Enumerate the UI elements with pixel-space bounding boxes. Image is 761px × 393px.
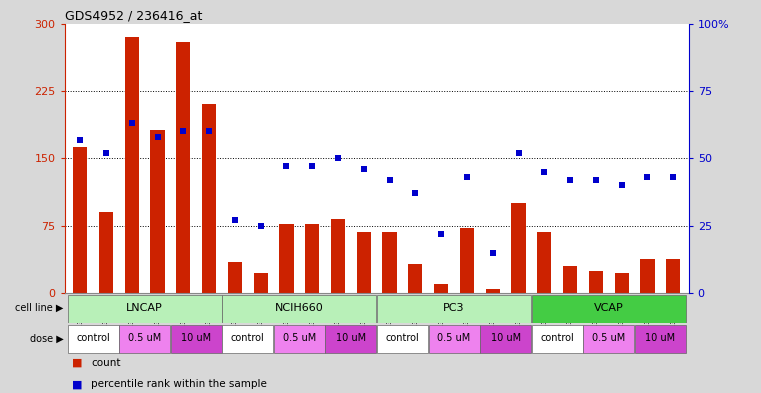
Text: 10 uM: 10 uM xyxy=(336,333,366,343)
Bar xyxy=(532,325,583,353)
Bar xyxy=(537,232,552,293)
Text: 0.5 uM: 0.5 uM xyxy=(128,333,161,343)
Bar xyxy=(615,274,629,293)
Text: cell line ▶: cell line ▶ xyxy=(15,303,63,313)
Text: VCAP: VCAP xyxy=(594,303,624,313)
Bar xyxy=(68,325,119,353)
Point xyxy=(358,166,370,172)
Bar xyxy=(434,284,448,293)
Bar xyxy=(279,224,294,293)
Text: control: control xyxy=(540,333,574,343)
Text: 0.5 uM: 0.5 uM xyxy=(438,333,470,343)
Point xyxy=(203,128,215,134)
Bar xyxy=(125,37,139,293)
Point xyxy=(74,136,86,143)
Bar xyxy=(326,325,377,353)
Bar xyxy=(583,325,635,353)
Bar xyxy=(480,325,531,353)
Bar xyxy=(460,228,474,293)
Text: count: count xyxy=(91,358,121,367)
Bar xyxy=(563,266,577,293)
Point xyxy=(564,177,576,183)
Text: PC3: PC3 xyxy=(444,303,465,313)
Point xyxy=(461,174,473,180)
Text: NCIH660: NCIH660 xyxy=(275,303,323,313)
Text: GDS4952 / 236416_at: GDS4952 / 236416_at xyxy=(65,9,202,22)
Text: ■: ■ xyxy=(72,358,83,367)
Text: control: control xyxy=(386,333,419,343)
Bar xyxy=(222,325,273,353)
Bar xyxy=(640,259,654,293)
Text: LNCAP: LNCAP xyxy=(126,303,163,313)
Bar xyxy=(666,259,680,293)
Point xyxy=(126,120,138,127)
Bar xyxy=(274,325,325,353)
Point xyxy=(280,163,292,170)
Point xyxy=(642,174,654,180)
Text: dose ▶: dose ▶ xyxy=(30,333,63,343)
Text: percentile rank within the sample: percentile rank within the sample xyxy=(91,379,267,389)
Bar xyxy=(409,264,422,293)
Text: 10 uM: 10 uM xyxy=(491,333,521,343)
Bar xyxy=(177,42,190,293)
Bar xyxy=(377,295,531,323)
Point xyxy=(229,217,241,224)
Bar xyxy=(331,219,345,293)
Bar xyxy=(228,262,242,293)
Point xyxy=(486,250,498,256)
Text: control: control xyxy=(231,333,265,343)
Bar xyxy=(202,105,216,293)
Bar xyxy=(377,325,428,353)
Bar xyxy=(428,325,479,353)
Point xyxy=(616,182,628,189)
Point xyxy=(538,169,550,175)
Point xyxy=(306,163,318,170)
Bar xyxy=(635,325,686,353)
Text: 0.5 uM: 0.5 uM xyxy=(283,333,316,343)
Text: 0.5 uM: 0.5 uM xyxy=(592,333,626,343)
Bar xyxy=(532,295,686,323)
Point xyxy=(177,128,189,134)
Bar xyxy=(511,203,526,293)
Bar xyxy=(222,295,377,323)
Point xyxy=(151,134,164,140)
Point xyxy=(332,155,344,162)
Point xyxy=(100,150,112,156)
Text: control: control xyxy=(76,333,110,343)
Point xyxy=(255,222,267,229)
Bar xyxy=(68,295,221,323)
Bar xyxy=(119,325,170,353)
Point xyxy=(435,231,447,237)
Bar xyxy=(73,147,88,293)
Bar xyxy=(99,212,113,293)
Bar xyxy=(383,232,396,293)
Point xyxy=(512,150,524,156)
Text: 10 uM: 10 uM xyxy=(181,333,212,343)
Point xyxy=(667,174,680,180)
Text: ■: ■ xyxy=(72,379,83,389)
Bar xyxy=(589,271,603,293)
Bar xyxy=(170,325,221,353)
Bar xyxy=(151,130,164,293)
Point xyxy=(384,177,396,183)
Bar xyxy=(486,289,500,293)
Point xyxy=(409,190,422,196)
Bar xyxy=(253,274,268,293)
Point xyxy=(590,177,602,183)
Bar xyxy=(357,232,371,293)
Text: 10 uM: 10 uM xyxy=(645,333,676,343)
Bar xyxy=(305,224,320,293)
